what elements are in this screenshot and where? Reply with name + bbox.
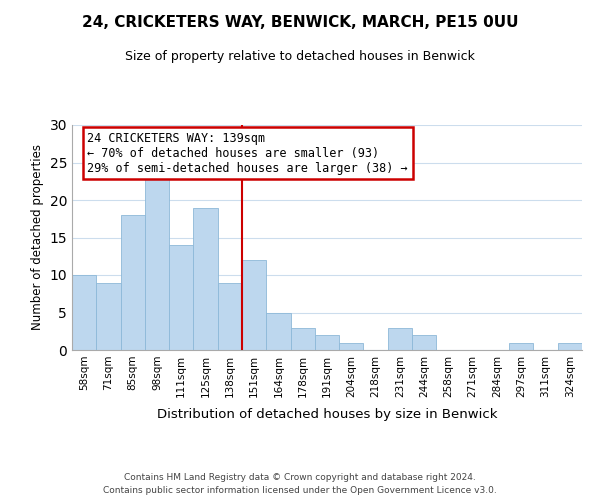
Text: Contains HM Land Registry data © Crown copyright and database right 2024.
Contai: Contains HM Land Registry data © Crown c… [103,473,497,495]
Bar [193,208,218,350]
Bar [266,312,290,350]
Text: 24, CRICKETERS WAY, BENWICK, MARCH, PE15 0UU: 24, CRICKETERS WAY, BENWICK, MARCH, PE15… [82,15,518,30]
Text: 24 CRICKETERS WAY: 139sqm
← 70% of detached houses are smaller (93)
29% of semi-: 24 CRICKETERS WAY: 139sqm ← 70% of detac… [88,132,408,175]
Bar [558,342,582,350]
Bar [412,335,436,350]
Bar [121,215,145,350]
Bar [218,282,242,350]
Bar [169,245,193,350]
Bar [72,275,96,350]
Bar [145,178,169,350]
Text: Size of property relative to detached houses in Benwick: Size of property relative to detached ho… [125,50,475,63]
Bar [242,260,266,350]
Y-axis label: Number of detached properties: Number of detached properties [31,144,44,330]
Bar [290,328,315,350]
Bar [339,342,364,350]
Bar [96,282,121,350]
Bar [315,335,339,350]
X-axis label: Distribution of detached houses by size in Benwick: Distribution of detached houses by size … [157,408,497,421]
Bar [509,342,533,350]
Bar [388,328,412,350]
